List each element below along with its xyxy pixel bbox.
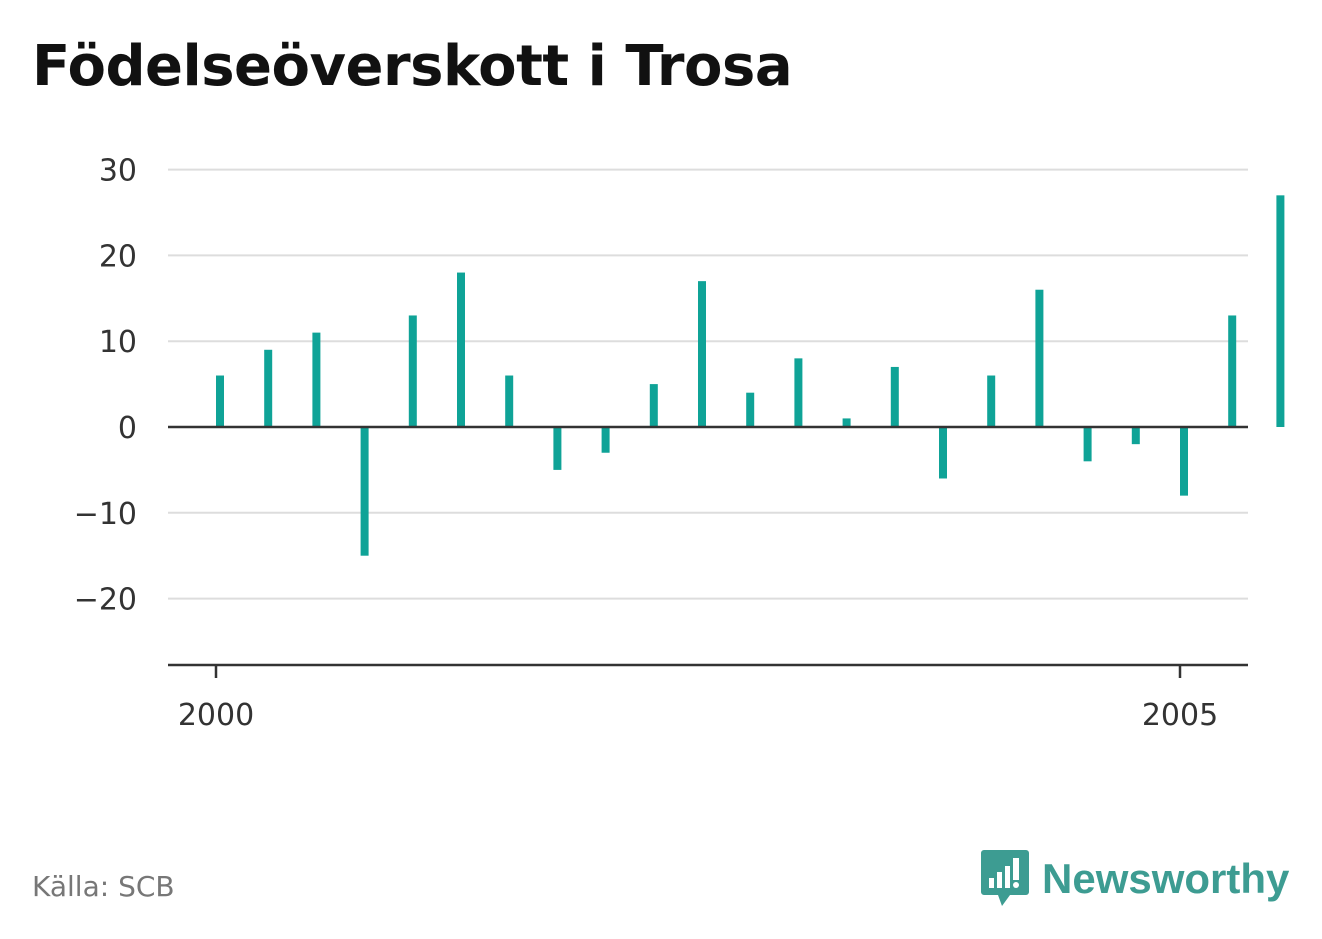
bar [649,384,658,427]
bar [698,281,706,427]
y-tick-label: −20 [74,583,137,618]
bar [842,418,851,427]
chart-title: Födelseöverskott i Trosa [32,34,793,99]
y-tick-label: 0 [118,411,137,446]
y-tick-label: 30 [99,154,137,189]
y-tick-label: −10 [74,497,137,532]
bar [794,358,803,427]
bar [601,427,610,453]
bar [408,315,417,427]
bar [890,366,899,427]
bar [987,375,996,427]
axes [168,425,1248,667]
y-tick-labels: 30 20 10 0 −10 −20 [74,154,137,618]
bar [1131,427,1140,445]
bar [360,427,369,556]
bar [746,392,755,427]
brand-name: Newsworthy [1042,855,1290,902]
y-tick-label: 20 [99,239,137,274]
x-tick-label: 2005 [1142,698,1218,733]
y-tick-label: 10 [99,325,137,360]
bar [312,332,321,427]
bar [939,427,947,479]
bars [216,195,1285,556]
bar [216,375,224,427]
source-note: Källa: SCB [32,870,175,903]
gridlines [168,168,1248,600]
bar [1228,315,1237,427]
bar [1276,195,1285,427]
bar [1035,289,1044,427]
newsworthy-logo: Newsworthy [980,848,1289,910]
x-tick-label: 2000 [178,698,254,733]
bar [1180,427,1188,496]
bar-chart-speech-bubble-icon [981,850,1029,906]
bar [505,375,514,427]
bar [1083,427,1092,462]
x-tick-labels: 200020052010201520202025 [178,665,1218,733]
bar [264,349,273,427]
bar [553,427,562,470]
bar [457,272,465,427]
